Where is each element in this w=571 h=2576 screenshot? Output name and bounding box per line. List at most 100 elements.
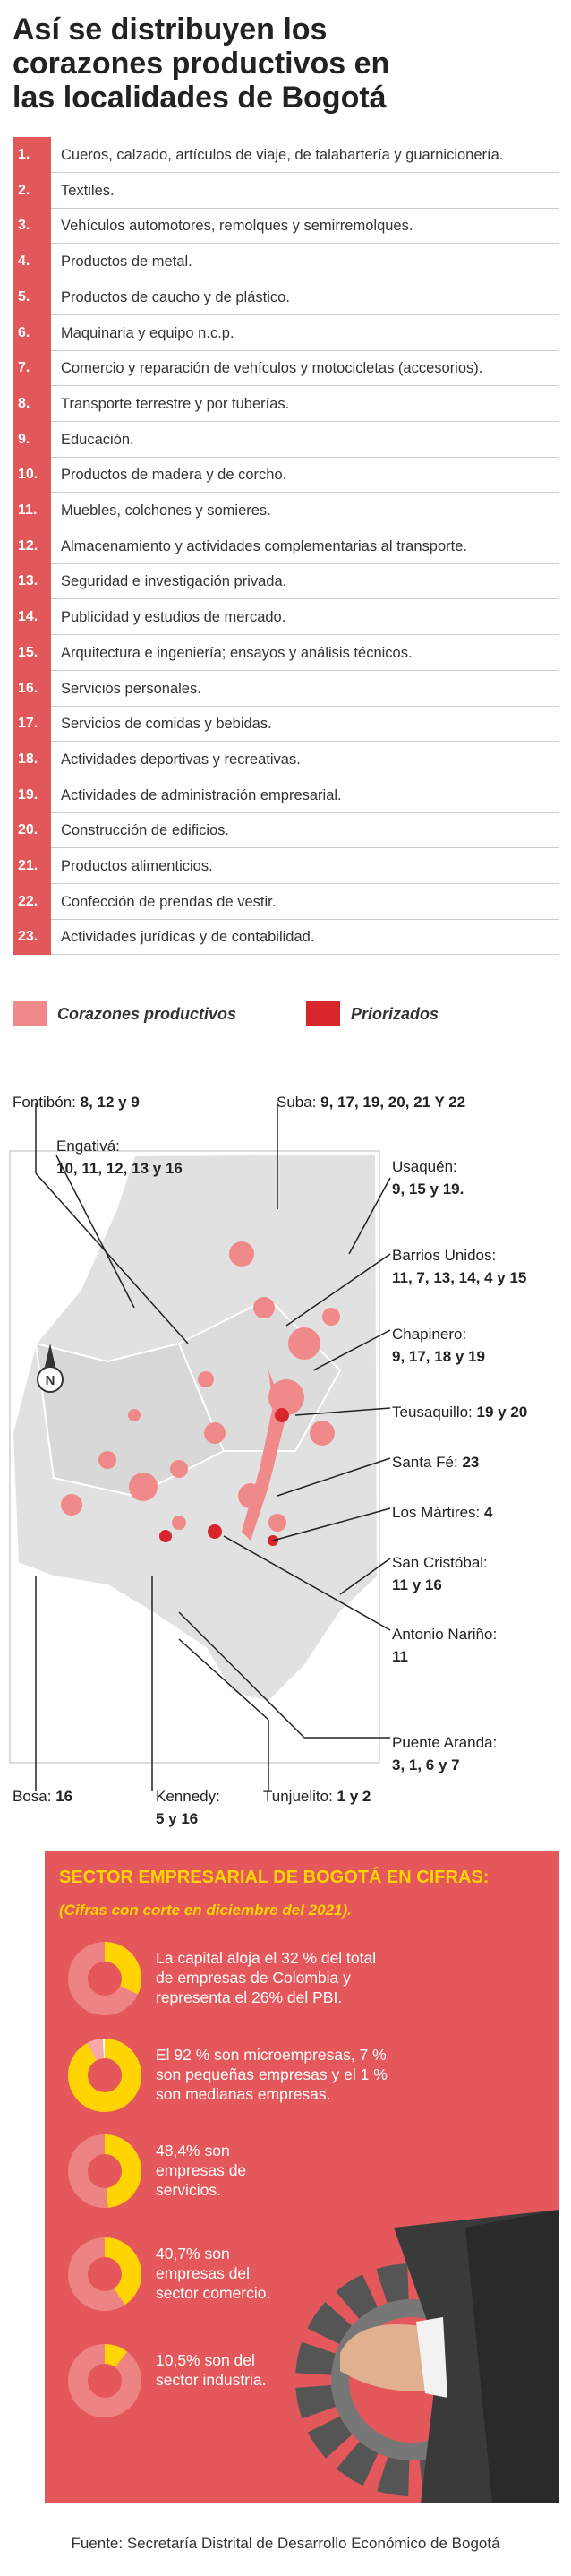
locality-sectors: 5 y 16 bbox=[156, 1810, 199, 1827]
locality-label: Puente Aranda: 3, 1, 6 y 7 bbox=[392, 1731, 497, 1776]
sector-number: 5. bbox=[13, 279, 51, 315]
sector-row: 9. Educación. bbox=[13, 421, 559, 458]
locality-name: Antonio Nariño: bbox=[392, 1626, 498, 1643]
locality-label: Fontibón: 8, 12 y 9 bbox=[13, 1091, 140, 1113]
sector-row: 4. Productos de metal. bbox=[13, 244, 559, 280]
sector-number: 3. bbox=[13, 208, 51, 245]
stats-panel: SECTOR EMPRESARIAL DE BOGOTÁ EN CIFRAS: … bbox=[45, 1851, 559, 2503]
locality-name: Usaquén: bbox=[392, 1158, 457, 1175]
sector-number: 22. bbox=[13, 883, 51, 920]
sector-number: 9. bbox=[13, 421, 51, 458]
sector-row: 17. Servicios de comidas y bebidas. bbox=[13, 706, 559, 743]
locality-label: Engativá: 10, 11, 12, 13 y 16 bbox=[56, 1135, 183, 1180]
sector-number: 17. bbox=[13, 706, 51, 743]
locality-label: Kennedy: 5 y 16 bbox=[156, 1785, 220, 1830]
locality-sectors: 1 y 2 bbox=[337, 1788, 371, 1805]
locality-sectors: 8, 12 y 9 bbox=[80, 1094, 140, 1111]
sector-row: 23. Actividades jurídicas y de contabilid… bbox=[13, 919, 559, 956]
locality-name: Suba: bbox=[277, 1094, 317, 1111]
sector-row: 5. Productos de caucho y de plástico. bbox=[13, 279, 559, 315]
sector-label: Maquinaria y equipo n.c.p. bbox=[61, 324, 234, 341]
locality-label: Barrios Unidos: 11, 7, 13, 14, 4 y 15 bbox=[392, 1244, 526, 1289]
sector-number: 1. bbox=[13, 137, 51, 173]
sector-label: Comercio y reparación de vehículos y mot… bbox=[61, 360, 483, 377]
title: Así se distribuyen los corazones product… bbox=[13, 13, 390, 115]
sector-label: Vehículos automotores, remolques y semir… bbox=[61, 218, 413, 235]
locality-name: Santa Fé: bbox=[392, 1454, 458, 1471]
locality-name: Chapinero: bbox=[392, 1326, 467, 1343]
donut-segment bbox=[68, 2134, 141, 2208]
sector-row: 15. Arquitectura e ingeniería; ensayos y … bbox=[13, 634, 559, 671]
sector-label: Seguridad e investigación privada. bbox=[61, 573, 287, 590]
stat-text: La capital aloja el 32 % del total de em… bbox=[156, 1949, 377, 2006]
locality-sectors: 9, 17, 19, 20, 21 Y 22 bbox=[320, 1094, 466, 1111]
sector-row: 22. Confección de prendas de vestir. bbox=[13, 883, 559, 920]
locality-name: San Cristóbal: bbox=[392, 1554, 488, 1571]
locality-label: Teusaquillo: 19 y 20 bbox=[392, 1401, 527, 1423]
locality-sectors: 23 bbox=[462, 1454, 480, 1471]
sector-row: 8. Transporte terrestre y por tuberías. bbox=[13, 385, 559, 422]
locality-label: Bosa: 16 bbox=[13, 1785, 72, 1807]
sector-row: 20. Construcción de edificios. bbox=[13, 812, 559, 849]
sector-label: Actividades deportivas y recreativas. bbox=[61, 751, 301, 768]
sector-label: Publicidad y estudios de mercado. bbox=[61, 609, 286, 626]
sector-number: 14. bbox=[13, 599, 51, 636]
sector-row: 6. Maquinaria y equipo n.c.p. bbox=[13, 314, 559, 351]
locality-sectors: 9, 15 y 19. bbox=[392, 1181, 464, 1198]
locality-sectors: 10, 11, 12, 13 y 16 bbox=[56, 1160, 183, 1177]
donut-charts bbox=[68, 1942, 559, 2503]
sector-number: 23. bbox=[13, 919, 51, 956]
sector-label: Productos de madera y de corcho. bbox=[61, 467, 287, 484]
locality-sectors: 9, 17, 18 y 19 bbox=[392, 1348, 485, 1365]
stats-title: SECTOR EMPRESARIAL DE BOGOTÁ EN CIFRAS: bbox=[59, 1868, 490, 1887]
sector-row: 18. Actividades deportivas y recreativas. bbox=[13, 741, 559, 777]
sector-row: 14. Publicidad y estudios de mercado. bbox=[13, 599, 559, 636]
locality-label: Suba: 9, 17, 19, 20, 21 Y 22 bbox=[277, 1091, 465, 1113]
sector-row: 21. Productos alimenticios. bbox=[13, 848, 559, 884]
sector-row: 16. Servicios personales. bbox=[13, 670, 559, 707]
sector-number: 13. bbox=[13, 563, 51, 600]
locality-label: Chapinero: 9, 17, 18 y 19 bbox=[392, 1323, 485, 1368]
locality-name: Tunjuelito: bbox=[263, 1788, 333, 1805]
sector-label: Educación. bbox=[61, 431, 134, 448]
leader-lines bbox=[35, 1102, 391, 1791]
locality-name: Barrios Unidos: bbox=[392, 1247, 497, 1264]
locality-label: San Cristóbal: 11 y 16 bbox=[392, 1551, 488, 1596]
locality-sectors: 4 bbox=[483, 1504, 493, 1521]
sector-number: 4. bbox=[13, 244, 51, 280]
sector-label: Textiles. bbox=[61, 182, 115, 199]
legend-label: Corazones productivos bbox=[57, 1005, 237, 1023]
donut-segment bbox=[68, 2039, 141, 2112]
sector-row: 12. Almacenamiento y actividades compleme… bbox=[13, 528, 559, 564]
sector-row: 11. Muebles, colchones y somieres. bbox=[13, 493, 559, 528]
sector-row: 1. Cueros, calzado, artículos de viaje, d… bbox=[13, 137, 559, 173]
donut-segment bbox=[68, 2344, 141, 2417]
map: N bbox=[9, 1102, 391, 1791]
locality-name: Bosa: bbox=[13, 1788, 52, 1805]
sector-number: 21. bbox=[13, 848, 51, 884]
productive-zones bbox=[61, 1241, 340, 1541]
locality-sectors: 3, 1, 6 y 7 bbox=[392, 1756, 460, 1773]
legend-label: Priorizados bbox=[351, 1005, 439, 1023]
donut-segment bbox=[68, 1942, 141, 2015]
sector-label: Muebles, colchones y somieres. bbox=[61, 502, 271, 519]
locality-name: Kennedy: bbox=[156, 1788, 220, 1805]
locality-name: Puente Aranda: bbox=[392, 1734, 498, 1751]
sector-label: Actividades de administración empresaria… bbox=[61, 786, 342, 803]
sector-row: 19. Actividades de administración empresa… bbox=[13, 777, 559, 813]
sector-number: 2. bbox=[13, 172, 51, 209]
sector-row: 13. Seguridad e investigación privada. bbox=[13, 563, 559, 600]
sector-label: Productos de metal. bbox=[61, 253, 192, 270]
sector-label: Servicios personales. bbox=[61, 680, 201, 697]
source: Fuente: Secretaría Distrital de Desarrol… bbox=[71, 2535, 500, 2552]
sector-row: 2. Textiles. bbox=[13, 172, 559, 209]
sector-row: 7. Comercio y reparación de vehículos y m… bbox=[13, 350, 559, 387]
locality-name: Teusaquillo: bbox=[392, 1404, 473, 1421]
sector-label: Transporte terrestre y por tuberías. bbox=[61, 395, 290, 412]
sector-number: 16. bbox=[13, 670, 51, 707]
sector-number: 11. bbox=[13, 493, 51, 528]
gear-illustration bbox=[295, 2210, 559, 2503]
stat-text: 40,7% son empresas del sector comercio. bbox=[156, 2245, 271, 2302]
locality-name: Los Mártires: bbox=[392, 1504, 481, 1521]
